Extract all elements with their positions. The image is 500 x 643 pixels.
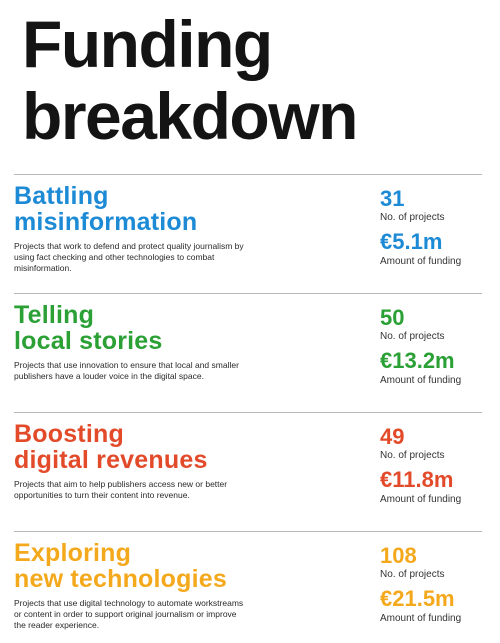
funding-amount-label: Amount of funding	[380, 256, 462, 267]
section-heading-line-1: Battling	[14, 182, 109, 210]
section-heading-line-2: digital revenues	[14, 446, 208, 474]
section-description: Projects that aim to help publishers acc…	[14, 479, 228, 500]
project-count: 108	[380, 543, 417, 568]
page-title: Funding breakdown	[22, 7, 358, 153]
section-stats: 50 No. of projects €13.2m Amount of fund…	[380, 306, 490, 388]
section-heading: Telling local stories	[14, 302, 344, 354]
funding-amount-label: Amount of funding	[380, 494, 462, 505]
project-count: 50	[380, 305, 405, 330]
project-count: 31	[380, 186, 405, 211]
funding-amount: €21.5m	[380, 586, 455, 611]
section-telling-local-stories: Telling local stories Projects that use …	[14, 293, 482, 411]
section-heading-line-2: local stories	[14, 327, 163, 355]
section-exploring-new-technologies: Exploring new technologies Projects that…	[14, 531, 482, 643]
title-line-2: breakdown	[22, 79, 358, 153]
funding-amount: €5.1m	[380, 229, 443, 254]
project-count-label: No. of projects	[380, 450, 445, 461]
section-text: Battling misinformation Projects that wo…	[14, 183, 344, 274]
funding-amount-label: Amount of funding	[380, 613, 462, 624]
section-description: Projects that use innovation to ensure t…	[14, 360, 239, 381]
section-stats: 108 No. of projects €21.5m Amount of fun…	[380, 544, 490, 626]
title-line-1: Funding	[22, 7, 273, 81]
section-heading-line-2: misinformation	[14, 208, 198, 236]
funding-amount: €11.8m	[380, 467, 454, 492]
section-heading: Exploring new technologies	[14, 540, 344, 592]
section-heading: Battling misinformation	[14, 183, 344, 235]
funding-amount-label: Amount of funding	[380, 375, 462, 386]
section-text: Telling local stories Projects that use …	[14, 302, 344, 382]
section-boosting-digital-revenues: Boosting digital revenues Projects that …	[14, 412, 482, 530]
section-stats: 31 No. of projects €5.1m Amount of fundi…	[380, 187, 490, 269]
project-count-label: No. of projects	[380, 212, 445, 223]
section-description: Projects that work to defend and protect…	[14, 241, 244, 273]
section-description: Projects that use digital technology to …	[14, 598, 244, 630]
section-text: Boosting digital revenues Projects that …	[14, 421, 344, 501]
section-stats: 49 No. of projects €11.8m Amount of fund…	[380, 425, 490, 507]
section-heading: Boosting digital revenues	[14, 421, 344, 473]
section-heading-line-2: new technologies	[14, 565, 227, 593]
section-battling-misinformation: Battling misinformation Projects that wo…	[14, 174, 482, 292]
funding-amount: €13.2m	[380, 348, 455, 373]
section-text: Exploring new technologies Projects that…	[14, 540, 344, 631]
section-heading-line-1: Boosting	[14, 420, 124, 448]
project-count: 49	[380, 424, 405, 449]
project-count-label: No. of projects	[380, 331, 445, 342]
project-count-label: No. of projects	[380, 569, 445, 580]
section-heading-line-1: Telling	[14, 301, 95, 329]
section-heading-line-1: Exploring	[14, 539, 132, 567]
